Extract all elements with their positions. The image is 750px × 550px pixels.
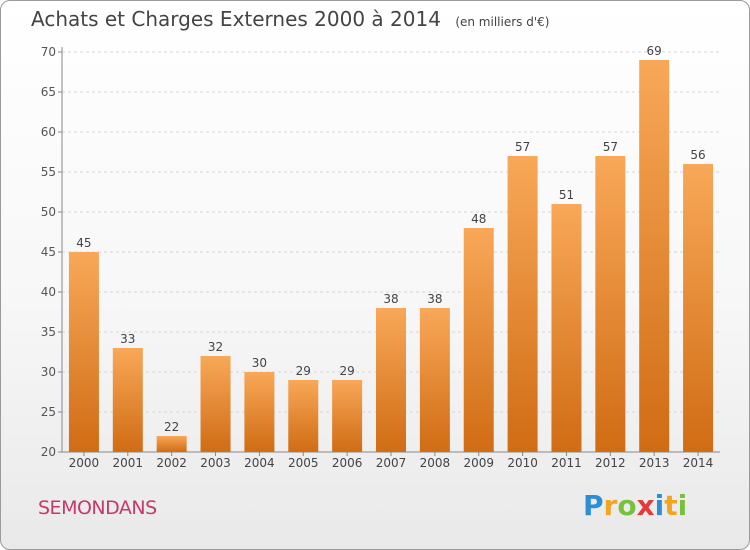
x-tick-label: 2007 (376, 456, 407, 470)
x-tick-label: 2002 (156, 456, 187, 470)
chart-title: Achats et Charges Externes 2000 à 2014 (… (31, 7, 549, 31)
bar (112, 348, 143, 452)
data-label: 33 (120, 332, 135, 346)
x-tick-label: 2001 (113, 456, 144, 470)
y-tick-label: 45 (41, 245, 56, 259)
x-tick-label: 2011 (551, 456, 582, 470)
data-label: 38 (383, 292, 398, 306)
axes (58, 47, 720, 456)
bar (288, 380, 319, 452)
proxiti-logo: Proxiti (583, 489, 687, 522)
bar (68, 252, 99, 452)
bar (595, 156, 626, 452)
labels: 20 25 30 35 40 45 50 55 60 65 70 45 2000 33 2001 22 2002… (41, 44, 714, 470)
y-tick-label: 30 (41, 365, 56, 379)
bar (200, 356, 231, 452)
y-tick-label: 55 (41, 165, 56, 179)
bar (244, 372, 275, 452)
bar (551, 204, 582, 452)
bar (332, 380, 363, 452)
data-label: 57 (603, 140, 618, 154)
y-tick-label: 60 (41, 125, 56, 139)
x-tick-label: 2008 (420, 456, 451, 470)
logo-letter: P (583, 489, 604, 522)
bar (639, 60, 670, 452)
y-tick-label: 70 (41, 45, 56, 59)
x-tick-label: 2010 (507, 456, 538, 470)
x-tick-label: 2009 (463, 456, 494, 470)
bar (376, 308, 406, 452)
data-label: 22 (164, 420, 179, 434)
logo-letter: x (636, 489, 655, 522)
data-label: 29 (296, 364, 311, 378)
chart-title-text: Achats et Charges Externes 2000 à 2014 (31, 7, 441, 31)
data-label: 56 (690, 148, 705, 162)
x-tick-label: 2005 (288, 456, 319, 470)
bar (507, 156, 538, 452)
data-label: 29 (339, 364, 354, 378)
data-label: 32 (208, 340, 223, 354)
x-tick-label: 2003 (200, 456, 231, 470)
x-tick-label: 2014 (683, 456, 714, 470)
x-tick-label: 2012 (595, 456, 626, 470)
x-tick-label: 2013 (639, 456, 670, 470)
data-label: 51 (559, 188, 574, 202)
data-label: 45 (76, 236, 91, 250)
x-tick-label: 2000 (69, 456, 100, 470)
y-tick-label: 50 (41, 205, 56, 219)
logo-letter: i (677, 489, 688, 522)
logo-letter: r (603, 489, 618, 522)
y-tick-label: 25 (41, 405, 56, 419)
city-name: SEMONDANS (38, 497, 157, 519)
logo-letter: i (654, 489, 665, 522)
data-label: 38 (427, 292, 442, 306)
y-tick-label: 35 (41, 325, 56, 339)
data-label: 69 (647, 44, 662, 58)
bar (463, 228, 494, 452)
logo-letter: o (617, 489, 637, 522)
logo-letter: t (664, 489, 678, 522)
data-label: 57 (515, 140, 530, 154)
bar (156, 436, 187, 452)
chart-subtitle: (en milliers d'€) (455, 15, 550, 29)
bars (68, 60, 714, 452)
y-tick-label: 65 (41, 85, 56, 99)
bar (683, 164, 714, 452)
y-tick-label: 40 (41, 285, 56, 299)
data-label: 48 (471, 212, 486, 226)
bar (419, 308, 450, 452)
x-tick-label: 2004 (244, 456, 275, 470)
data-label: 30 (252, 356, 267, 370)
y-tick-label: 20 (41, 445, 56, 459)
x-tick-label: 2006 (332, 456, 363, 470)
